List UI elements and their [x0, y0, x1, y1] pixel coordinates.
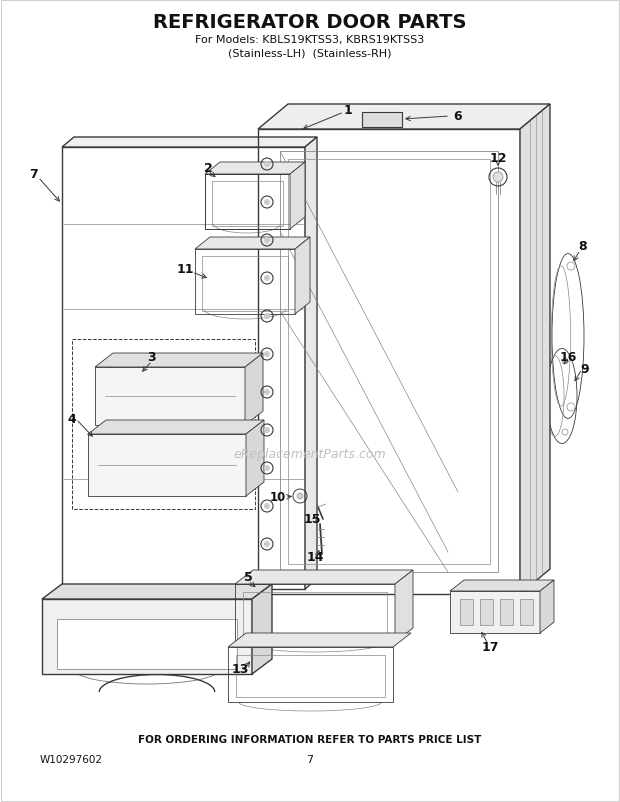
Circle shape: [264, 390, 270, 395]
Polygon shape: [252, 585, 272, 674]
Polygon shape: [228, 634, 411, 647]
Polygon shape: [88, 420, 264, 435]
Text: 4: 4: [68, 413, 76, 426]
Circle shape: [493, 172, 503, 183]
Polygon shape: [295, 237, 310, 314]
Polygon shape: [88, 435, 246, 496]
Text: FOR ORDERING INFORMATION REFER TO PARTS PRICE LIST: FOR ORDERING INFORMATION REFER TO PARTS …: [138, 734, 482, 744]
Polygon shape: [450, 581, 554, 591]
Text: 17: 17: [481, 641, 498, 654]
Text: 14: 14: [306, 551, 324, 564]
Polygon shape: [95, 354, 263, 367]
Circle shape: [264, 200, 270, 206]
Text: 2: 2: [203, 161, 213, 174]
Text: REFRIGERATOR DOOR PARTS: REFRIGERATOR DOOR PARTS: [153, 13, 467, 31]
Polygon shape: [57, 619, 237, 669]
Text: 7: 7: [30, 168, 38, 181]
Circle shape: [264, 504, 270, 509]
Polygon shape: [305, 138, 317, 589]
Polygon shape: [62, 138, 317, 148]
Circle shape: [297, 493, 303, 500]
Polygon shape: [520, 105, 550, 594]
Text: For Models: KBLS19KTSS3, KBRS19KTSS3: For Models: KBLS19KTSS3, KBRS19KTSS3: [195, 35, 425, 45]
Circle shape: [264, 541, 270, 547]
Text: 5: 5: [244, 571, 252, 584]
Text: 8: 8: [578, 241, 587, 253]
Polygon shape: [42, 599, 252, 674]
Text: eReplacementParts.com: eReplacementParts.com: [234, 448, 386, 461]
Text: 16: 16: [559, 351, 577, 364]
Text: 13: 13: [231, 662, 249, 675]
Polygon shape: [480, 599, 493, 626]
Polygon shape: [195, 237, 310, 249]
Text: 1: 1: [343, 103, 352, 116]
Polygon shape: [500, 599, 513, 626]
Text: 15: 15: [303, 512, 321, 526]
Polygon shape: [258, 105, 550, 130]
Text: 7: 7: [306, 754, 314, 764]
Circle shape: [264, 237, 270, 244]
Polygon shape: [362, 113, 402, 128]
Polygon shape: [235, 570, 413, 585]
Text: 3: 3: [148, 351, 156, 364]
Polygon shape: [520, 599, 533, 626]
Text: W10297602: W10297602: [40, 754, 103, 764]
Text: 6: 6: [454, 111, 463, 124]
Circle shape: [264, 314, 270, 320]
Polygon shape: [290, 163, 305, 229]
Circle shape: [264, 162, 270, 168]
Polygon shape: [450, 591, 540, 634]
Circle shape: [264, 276, 270, 282]
Polygon shape: [540, 581, 554, 634]
Circle shape: [264, 427, 270, 433]
Circle shape: [264, 465, 270, 472]
Polygon shape: [460, 599, 473, 626]
Circle shape: [264, 351, 270, 358]
Polygon shape: [205, 163, 305, 175]
Polygon shape: [246, 420, 264, 496]
Polygon shape: [245, 354, 263, 426]
Polygon shape: [395, 570, 413, 642]
Text: 9: 9: [581, 363, 590, 376]
Text: 10: 10: [270, 491, 286, 504]
Polygon shape: [95, 367, 245, 426]
Text: (Stainless-LH)  (Stainless-RH): (Stainless-LH) (Stainless-RH): [228, 49, 392, 59]
Polygon shape: [42, 585, 272, 599]
Text: 12: 12: [489, 152, 507, 164]
Text: 11: 11: [176, 263, 193, 276]
